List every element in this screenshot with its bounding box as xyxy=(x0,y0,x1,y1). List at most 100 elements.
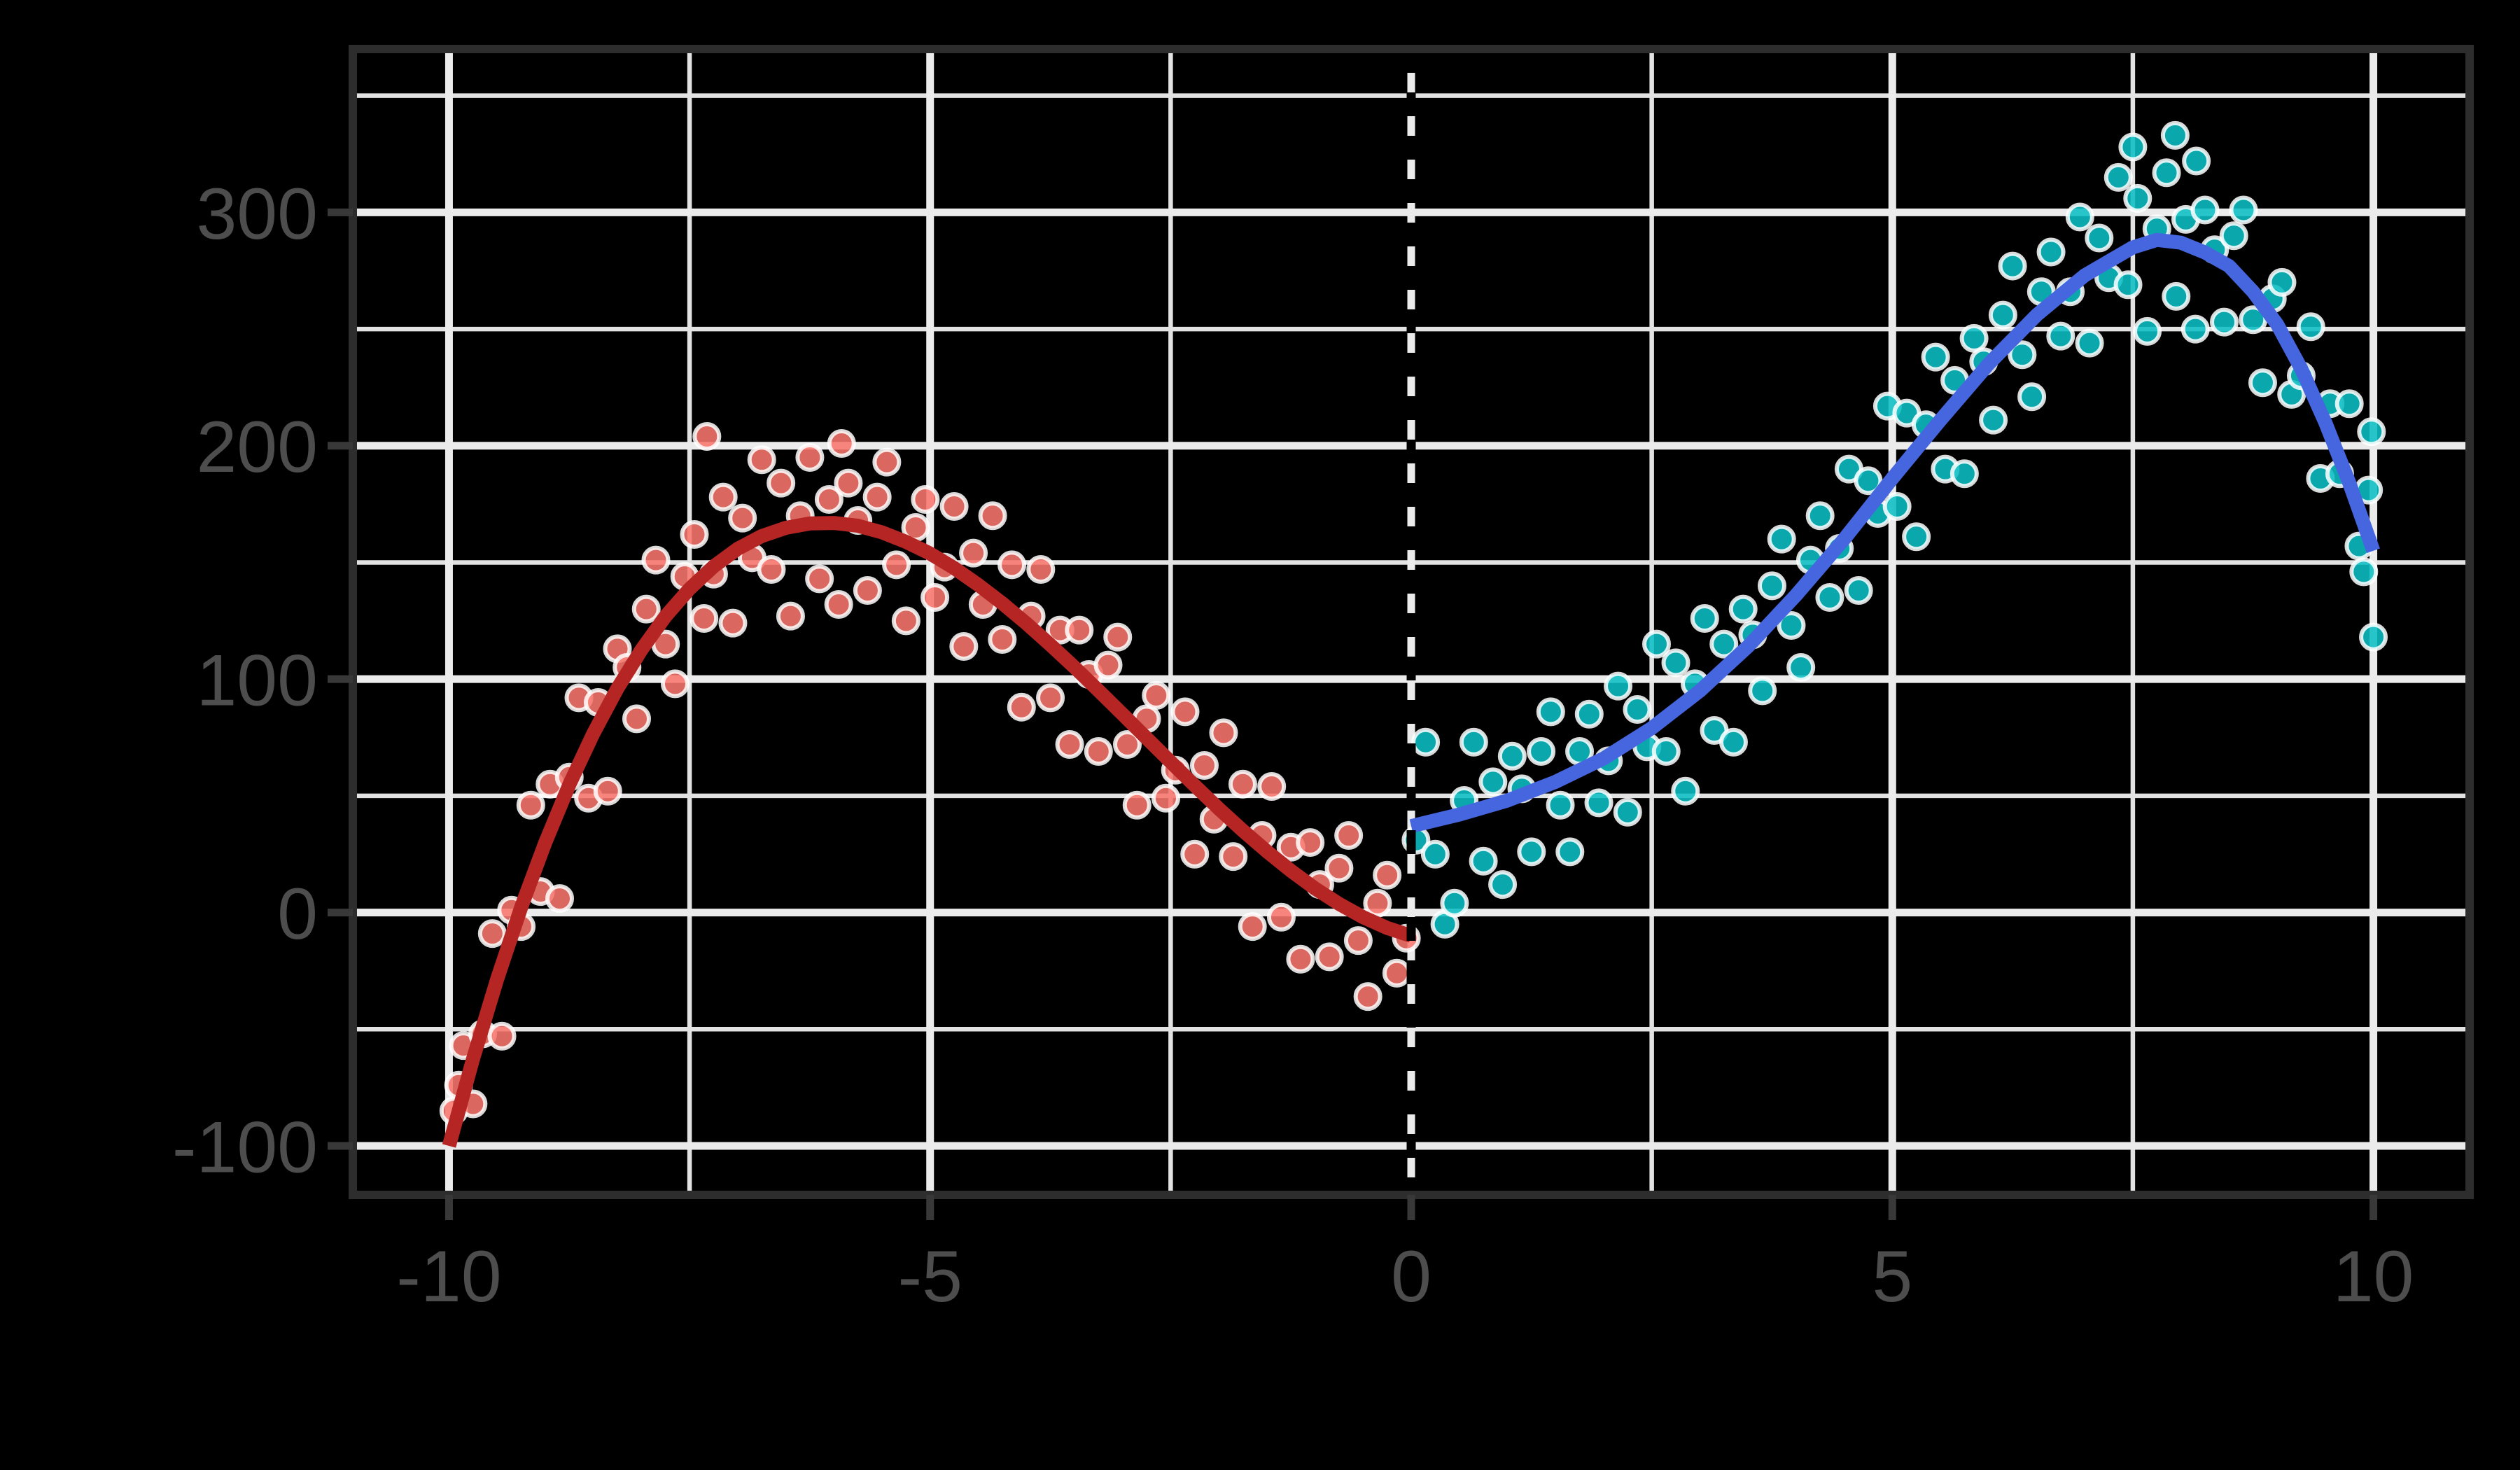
scatter-point-above-cutoff xyxy=(1613,797,1642,827)
scatter-point-below-cutoff xyxy=(747,445,776,475)
scatter-point-above-cutoff xyxy=(2075,328,2104,358)
scatter-point-below-cutoff xyxy=(1189,751,1219,780)
scatter-point-above-cutoff xyxy=(1488,870,1518,899)
scatter-point-above-cutoff xyxy=(1690,603,1719,633)
x-tick-label: 10 xyxy=(2333,1236,2414,1317)
scatter-point-below-cutoff xyxy=(680,519,709,549)
scatter-point-below-cutoff xyxy=(1257,772,1287,802)
fit-curve-above-cutoff xyxy=(1409,232,2380,833)
scatter-point-below-cutoff xyxy=(853,575,882,605)
scatter-point-above-cutoff xyxy=(1882,491,1912,521)
scatter-point-below-cutoff xyxy=(1238,912,1267,941)
scatter-point-below-cutoff xyxy=(959,538,988,568)
scatter-point-above-cutoff xyxy=(2180,314,2210,344)
scatter-point-below-cutoff xyxy=(997,550,1027,580)
scatter-point-below-cutoff xyxy=(949,632,979,662)
scatter-point-below-cutoff xyxy=(1036,683,1065,713)
scatter-point-above-cutoff xyxy=(1949,459,1979,489)
scatter-point-below-cutoff xyxy=(1113,730,1142,760)
scatter-point-above-cutoff xyxy=(1411,727,1441,757)
scatter-point-below-cutoff xyxy=(1296,828,1325,858)
scatter-point-below-cutoff xyxy=(814,484,844,514)
y-tick-label: 300 xyxy=(196,174,318,255)
scatter-point-above-cutoff xyxy=(2349,557,2379,587)
scatter-point-above-cutoff xyxy=(2190,195,2220,225)
scatter-point-above-cutoff xyxy=(1604,671,1633,701)
scatter-point-above-cutoff xyxy=(1979,405,2008,435)
scatter-point-below-cutoff xyxy=(1343,926,1373,955)
scatter-point-above-cutoff xyxy=(1661,648,1690,678)
scatter-point-above-cutoff xyxy=(2182,146,2211,176)
scatter-point-above-cutoff xyxy=(1748,676,1777,706)
scatter-point-above-cutoff xyxy=(1642,629,1672,659)
scatter-point-above-cutoff xyxy=(1440,888,1469,918)
fit-curve-below-cutoff xyxy=(442,516,1414,1148)
scatter-point-below-cutoff xyxy=(1219,842,1248,872)
scatter-point-above-cutoff xyxy=(1651,737,1681,766)
scatter-point-above-cutoff xyxy=(1728,594,1758,624)
scatter-point-above-cutoff xyxy=(2046,321,2076,351)
scatter-point-above-cutoff xyxy=(2160,120,2190,150)
scatter-point-below-cutoff xyxy=(1122,790,1152,820)
scatter-point-above-cutoff xyxy=(1478,767,1508,797)
scatter-point-above-cutoff xyxy=(2162,281,2191,311)
scatter-point-above-cutoff xyxy=(2017,382,2047,412)
scatter-point-below-cutoff xyxy=(516,790,545,820)
scatter-point-below-cutoff xyxy=(920,582,950,612)
scatter-point-below-cutoff xyxy=(939,491,969,521)
scatter-point-above-cutoff xyxy=(1815,582,1844,612)
scatter-point-above-cutoff xyxy=(2133,316,2162,346)
scatter-point-above-cutoff xyxy=(1584,788,1614,818)
scatter-point-below-cutoff xyxy=(988,625,1017,654)
scatter-point-below-cutoff xyxy=(1007,692,1036,722)
scatter-point-above-cutoff xyxy=(1671,776,1700,806)
scatter-point-above-cutoff xyxy=(2229,195,2258,225)
scatter-point-above-cutoff xyxy=(2152,158,2181,188)
scatter-point-above-cutoff xyxy=(1959,323,1989,353)
scatter-point-below-cutoff xyxy=(1324,853,1354,883)
scatter-point-below-cutoff xyxy=(978,501,1007,531)
scatter-point-above-cutoff xyxy=(2359,622,2388,652)
scatter-point-above-cutoff xyxy=(1574,699,1604,729)
scatter-point-below-cutoff xyxy=(477,919,507,948)
scatter-point-above-cutoff xyxy=(2267,267,2297,297)
scatter-point-below-cutoff xyxy=(1209,718,1238,748)
scatter-point-above-cutoff xyxy=(1546,790,1575,820)
x-tick-label: 5 xyxy=(1872,1236,1912,1317)
scatter-point-below-cutoff xyxy=(1286,944,1315,974)
scatter-point-below-cutoff xyxy=(1334,821,1364,850)
scatter-point-below-cutoff xyxy=(545,884,575,913)
scatter-point-below-cutoff xyxy=(1055,730,1084,760)
scatter-point-above-cutoff xyxy=(2118,132,2148,162)
scatter-point-below-cutoff xyxy=(834,468,863,498)
scatter-point-above-cutoff xyxy=(1536,697,1565,727)
scatter-point-above-cutoff xyxy=(1902,522,1931,552)
scatter-point-below-cutoff xyxy=(1353,982,1382,1011)
scatter-point-above-cutoff xyxy=(2104,162,2133,192)
scatter-point-below-cutoff xyxy=(1315,942,1344,972)
scatter-point-below-cutoff xyxy=(622,704,651,734)
scatter-point-above-cutoff xyxy=(1555,837,1585,867)
scatter-point-above-cutoff xyxy=(1844,575,1873,605)
scatter-point-below-cutoff xyxy=(827,428,856,458)
scatter-point-above-cutoff xyxy=(2036,237,2066,267)
scatter-point-below-cutoff xyxy=(757,554,786,584)
scatter-point-above-cutoff xyxy=(1921,342,1950,372)
y-tick-label: -100 xyxy=(172,1107,318,1188)
scatter-point-above-cutoff xyxy=(2248,368,2277,398)
scatter-point-below-cutoff xyxy=(891,606,920,636)
scatter-point-below-cutoff xyxy=(862,482,892,512)
scatter-point-below-cutoff xyxy=(1266,902,1296,932)
scatter-point-below-cutoff xyxy=(1151,783,1180,813)
scatter-point-below-cutoff xyxy=(487,1021,517,1051)
scatter-point-below-cutoff xyxy=(1065,615,1094,645)
scatter-point-below-cutoff xyxy=(1170,697,1200,727)
scatter-point-above-cutoff xyxy=(2209,307,2239,337)
scatter-point-below-cutoff xyxy=(690,603,719,633)
scatter-point-below-cutoff xyxy=(593,776,622,806)
scatter-point-above-cutoff xyxy=(2065,202,2094,232)
scatter-point-above-cutoff xyxy=(1988,300,2017,330)
scatter-point-below-cutoff xyxy=(1142,681,1171,710)
scatter-point-above-cutoff xyxy=(1459,727,1488,757)
scatter-point-below-cutoff xyxy=(1103,622,1133,652)
